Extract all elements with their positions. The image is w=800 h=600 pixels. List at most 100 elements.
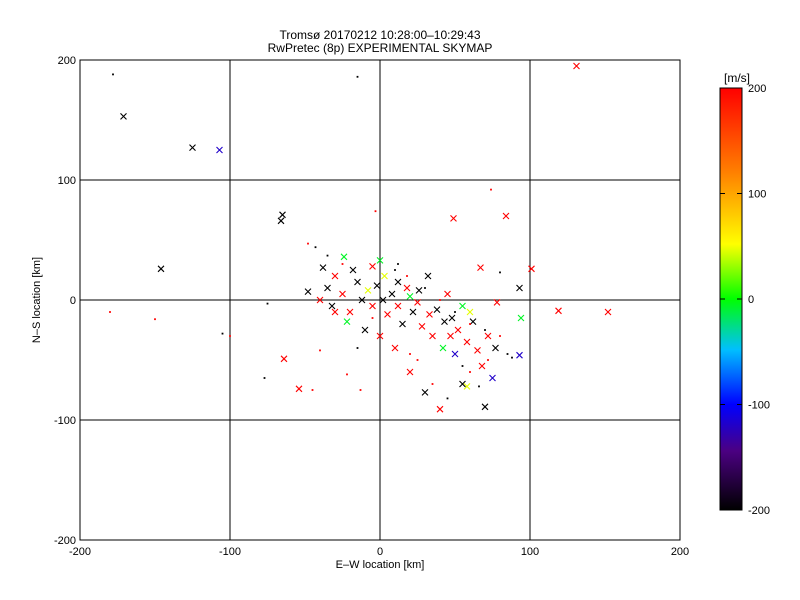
y-axis-label: N–S location [km] <box>31 257 43 343</box>
data-point-dot <box>478 385 480 388</box>
data-point-x <box>157 265 165 273</box>
data-points <box>109 62 612 413</box>
data-point-x <box>361 326 369 334</box>
chart-subtitle: RwPretec (8p) EXPERIMENTAL SKYMAP <box>268 41 493 55</box>
data-point-x <box>459 302 466 310</box>
data-point-dot <box>229 335 231 337</box>
data-point-x <box>604 308 612 316</box>
x-tick-label: 200 <box>671 546 689 558</box>
data-point-x <box>448 314 456 322</box>
data-point-x <box>381 272 388 280</box>
data-point-x <box>295 385 303 393</box>
data-point-x <box>189 144 196 151</box>
data-point-x <box>304 288 312 295</box>
data-point-x <box>277 217 285 225</box>
data-point-x <box>459 380 466 388</box>
data-point-x <box>493 299 501 306</box>
data-point-x <box>466 308 474 316</box>
data-point-x <box>388 290 396 298</box>
data-point-dot <box>394 269 396 271</box>
data-point-dot <box>499 335 501 337</box>
data-point-dot <box>359 389 362 391</box>
data-point-dot <box>356 347 359 349</box>
data-point-x <box>403 284 411 292</box>
data-point-x <box>216 146 223 154</box>
data-point-x <box>279 211 286 219</box>
data-point-x <box>450 215 457 222</box>
x-tick-label: 0 <box>377 546 383 558</box>
data-point-x <box>444 290 451 298</box>
data-point-x <box>477 264 484 271</box>
data-point-dot <box>416 359 419 361</box>
data-point-x <box>349 266 357 274</box>
data-point-dot <box>446 397 449 400</box>
x-tick-label: 100 <box>521 546 539 558</box>
data-point-dot <box>266 302 269 305</box>
data-point-x <box>391 344 399 352</box>
y-tick-label: 100 <box>58 175 76 187</box>
data-point-x <box>481 403 489 411</box>
data-point-dot <box>346 373 348 376</box>
data-point-x <box>433 306 441 313</box>
data-point-dot <box>461 365 464 367</box>
data-point-x <box>346 308 354 316</box>
data-point-x <box>489 374 496 382</box>
data-point-x <box>528 265 535 273</box>
data-point-dot <box>487 359 489 361</box>
y-tick-label: -100 <box>54 415 76 427</box>
y-tick-label: 0 <box>70 295 76 307</box>
data-point-x <box>424 272 432 280</box>
data-point-dot <box>409 353 411 355</box>
data-point-x <box>447 332 454 340</box>
data-point-x <box>463 338 471 346</box>
data-point-x <box>316 296 324 304</box>
chart-title: Tromsø 20170212 10:28:00–10:29:43 <box>279 28 480 42</box>
data-point-x <box>516 284 523 292</box>
data-point-dot <box>307 242 309 245</box>
data-point-dot <box>314 246 317 249</box>
data-point-x <box>331 272 339 280</box>
data-point-dot <box>311 389 314 391</box>
data-point-x <box>328 302 336 310</box>
data-point-x <box>343 318 351 325</box>
data-point-x <box>340 253 348 261</box>
data-point-dot <box>431 383 434 385</box>
x-tick-label: -100 <box>219 546 241 558</box>
colorbar-tick-label: 200 <box>748 83 766 95</box>
data-point-dot <box>154 318 156 321</box>
x-tick-label: -200 <box>69 546 91 558</box>
data-point-x <box>516 351 523 359</box>
data-point-x <box>517 314 525 322</box>
data-point-x <box>415 287 423 294</box>
data-point-x <box>451 350 459 358</box>
data-point-x <box>484 332 492 340</box>
data-point-dot <box>263 377 266 379</box>
data-point-x <box>331 308 339 316</box>
data-point-x <box>409 308 417 316</box>
data-point-x <box>394 278 402 286</box>
data-point-x <box>418 323 426 330</box>
data-point-x <box>429 332 436 340</box>
data-point-x <box>376 332 384 340</box>
data-point-dot <box>397 263 399 265</box>
data-point-dot <box>499 271 501 274</box>
data-point-dot <box>341 263 344 265</box>
data-point-dot <box>406 275 408 277</box>
colorbar-tick-label: -100 <box>748 400 770 412</box>
data-point-x <box>394 302 402 310</box>
data-point-x <box>441 318 448 325</box>
data-point-x <box>373 282 381 289</box>
data-point-dot <box>490 188 492 191</box>
data-point-dot <box>469 371 471 373</box>
data-point-dot <box>374 210 377 213</box>
data-point-x <box>478 362 486 370</box>
data-point-dot <box>221 332 224 335</box>
data-point-dot <box>112 73 114 76</box>
data-point-dot <box>454 311 456 313</box>
data-point-x <box>474 347 481 354</box>
data-point-x <box>439 344 447 352</box>
data-point-dot <box>506 353 509 355</box>
data-point-x <box>555 307 562 315</box>
axis-ticks: -200 -100 0 100 200 -200 -100 0 100 200 <box>54 55 689 558</box>
